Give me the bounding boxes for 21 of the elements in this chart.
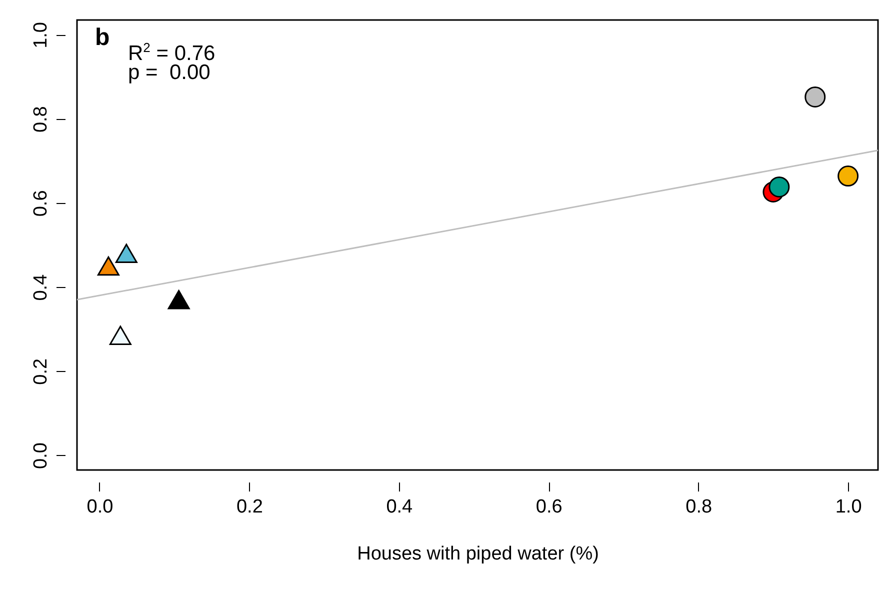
annotation: b [95,24,110,51]
y-tick-label: 0.8 [30,106,52,133]
point [168,290,190,310]
point [838,166,859,187]
y-tick-label: 0.0 [30,442,52,469]
x-tick-label: 0.0 [86,496,114,518]
point [804,86,826,108]
x-axis-title: Houses with piped water (%) [357,544,599,564]
x-tick-label: 0.8 [686,496,712,518]
y-tick-label: 0.6 [30,190,52,217]
y-tick-label: 1.0 [30,22,52,48]
point [768,176,790,198]
point [115,244,138,264]
point [97,256,120,276]
x-tick-label: 0.6 [536,496,562,518]
x-tick-label: 0.4 [386,496,414,518]
x-tick-label: 0.2 [236,496,263,518]
point [109,326,132,346]
y-tick-label: 0.2 [30,358,52,385]
y-tick-label: 0.4 [30,274,52,301]
x-tick-label: 1.0 [835,496,862,518]
